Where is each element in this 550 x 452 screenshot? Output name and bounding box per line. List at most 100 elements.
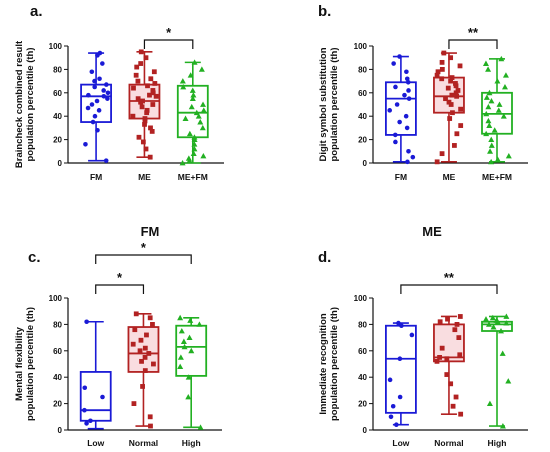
data-point [448,78,453,84]
data-point [186,334,193,340]
data-point [496,101,503,107]
box-me-fm [481,55,513,165]
y-axis-title-line: population percentile (th) [25,307,36,421]
y-tick-label: 60 [358,89,367,98]
box-low [384,320,417,428]
data-point [495,107,502,113]
data-point [458,106,464,112]
y-axis-title-line: population percentile (th) [329,48,340,162]
data-point [435,69,441,75]
x-tick-label: ME+FM [482,172,512,182]
data-point [142,368,148,373]
data-point [130,341,136,347]
data-point [151,69,157,75]
y-tick-label: 40 [358,373,367,382]
data-point [101,88,106,93]
data-point [409,332,415,338]
data-point [453,81,458,86]
data-point [387,108,393,113]
x-tick-label: Normal [434,438,463,448]
data-point [138,61,144,66]
data-point [133,311,139,317]
y-tick-label: 40 [358,112,367,121]
significance-bracket [95,254,192,264]
y-tick-label: 80 [53,320,62,329]
data-point [503,320,510,326]
data-point [189,95,196,102]
data-point [147,315,153,321]
data-point [200,107,207,113]
y-axis-title-line: Immediate recognition [318,313,329,415]
data-point [105,96,110,101]
data-point [95,127,100,133]
data-point [103,158,109,163]
data-point [397,54,402,59]
data-point [499,423,506,429]
data-point [485,66,492,72]
x-tick-label: FM [90,172,102,182]
data-point [144,332,149,338]
data-point [130,113,136,119]
data-point [191,145,198,152]
panel-letter: c. [28,249,41,266]
y-tick-label: 0 [58,426,63,435]
panel-letter: d. [318,249,331,266]
x-tick-label: High [488,438,507,448]
y-tick-label: 60 [53,89,62,98]
data-point [153,93,159,99]
data-point [434,72,440,78]
y-axis-title-line: population percentile (th) [25,48,36,162]
data-point [454,131,460,137]
data-point [406,149,411,154]
data-point [456,335,462,340]
data-point [439,76,445,82]
y-tick-label: 80 [358,320,367,329]
data-point [193,109,200,116]
data-point [498,55,505,62]
y-tick-label: 100 [49,294,63,303]
data-point [489,314,496,321]
y-axis-title: Mental flexibilitypopulation percentile … [14,307,36,421]
data-point [180,338,187,344]
data-point [97,50,103,56]
data-point [96,108,102,113]
data-point [485,117,492,124]
data-point [92,113,98,119]
data-point [132,327,138,333]
data-point [148,423,153,429]
data-point [450,403,456,409]
data-point [497,328,504,334]
data-point [486,89,493,96]
data-point [388,414,394,420]
data-point [446,99,452,105]
box-fm [80,50,112,163]
data-point [137,348,143,354]
data-point [131,85,136,91]
data-point [143,55,149,61]
data-point [437,319,443,325]
chart-panel-1: a. Braincheck combined resultpopulation p… [14,3,224,182]
data-point [457,314,463,319]
data-point [439,59,445,65]
box-fm [384,54,417,165]
significance-bracket [400,284,498,294]
data-point [453,394,459,400]
y-tick-label: 40 [53,373,62,382]
data-point [488,97,495,104]
data-point [503,313,510,319]
data-point [100,61,105,66]
box-iqr [79,371,112,422]
data-point [133,72,139,78]
data-point [486,400,493,406]
data-point [437,355,442,360]
data-point [444,372,450,377]
data-point [485,321,492,327]
data-point [200,152,207,159]
x-tick-label: Low [392,438,409,448]
box-me [128,49,161,160]
data-point [138,337,144,343]
data-point [399,323,404,329]
data-point [448,55,454,61]
y-axis-title: Digit symbol substitutionpopulation perc… [318,47,340,161]
